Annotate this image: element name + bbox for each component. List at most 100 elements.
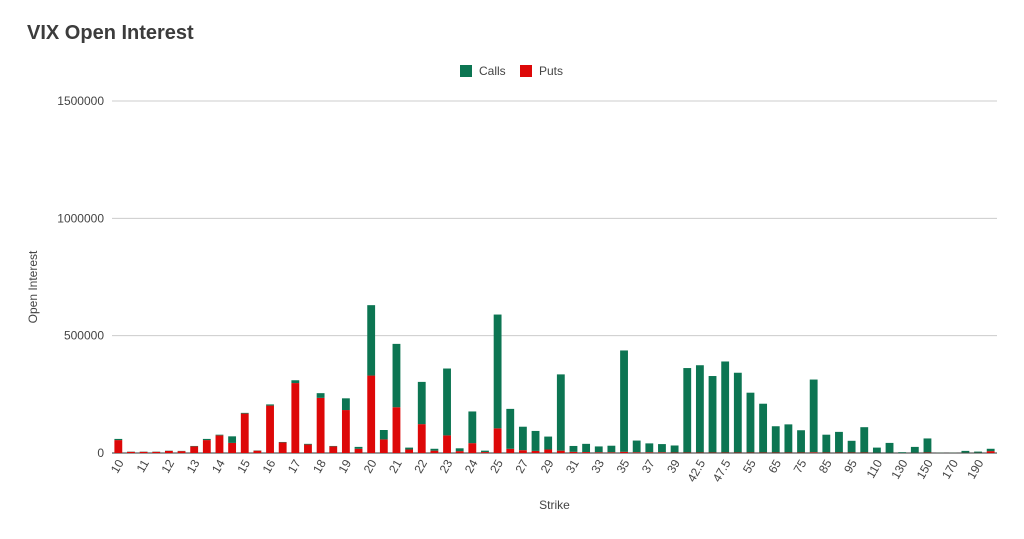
bar-puts: [177, 451, 186, 453]
x-tick-label: 35: [614, 457, 633, 476]
x-tick-label: 23: [437, 457, 456, 476]
bar-calls: [518, 426, 527, 451]
bar-calls: [430, 448, 439, 451]
x-tick-label: 17: [285, 457, 304, 476]
bar-calls: [367, 305, 376, 376]
x-tick-label: 130: [888, 457, 910, 482]
x-tick-label: 20: [361, 457, 380, 476]
bar-calls: [215, 434, 224, 436]
bar-puts: [531, 450, 540, 453]
bar-puts: [228, 442, 237, 453]
bar-calls: [658, 444, 666, 453]
bar-puts: [430, 450, 439, 453]
bar-calls: [695, 365, 704, 453]
bar-calls: [910, 446, 919, 453]
bar-calls: [304, 443, 312, 445]
x-tick-label: 25: [487, 457, 506, 476]
bar-calls: [961, 450, 970, 453]
bar-calls: [784, 424, 793, 453]
bar-calls: [443, 368, 451, 436]
bar-calls: [556, 374, 565, 451]
bar-puts: [341, 410, 350, 453]
bar-calls: [645, 443, 654, 453]
bar-calls: [493, 314, 502, 429]
bar-calls: [797, 430, 805, 453]
bar-puts: [240, 413, 249, 453]
legend-swatch: [460, 65, 472, 77]
bar-calls: [746, 392, 755, 453]
bar-puts: [518, 450, 527, 453]
bar-puts: [304, 444, 312, 453]
x-tick-label: 14: [209, 457, 228, 476]
x-tick-label: 170: [939, 457, 961, 482]
bar-calls: [632, 440, 641, 453]
bar-puts: [468, 443, 477, 453]
bar-puts: [986, 451, 995, 453]
bar-puts: [164, 450, 173, 453]
bar-calls: [405, 447, 414, 450]
bar-puts: [354, 448, 363, 453]
bar-calls: [379, 430, 388, 440]
bar-calls: [468, 411, 477, 444]
bar-calls: [455, 448, 464, 452]
x-tick-label: 10: [108, 457, 127, 476]
bar-calls: [240, 412, 249, 414]
bar-calls: [316, 393, 325, 398]
bar-puts: [329, 446, 338, 453]
bar-puts: [417, 424, 426, 453]
bar-calls: [291, 380, 300, 384]
bar-calls: [544, 436, 553, 450]
x-tick-label: 31: [563, 457, 582, 476]
bar-calls: [417, 381, 426, 425]
x-tick-label: 13: [184, 457, 203, 476]
chart-title: VIX Open Interest: [27, 22, 194, 44]
x-tick-label: 110: [864, 457, 886, 481]
bar-puts: [127, 451, 135, 453]
bar-calls: [974, 451, 982, 453]
bar-puts: [594, 452, 603, 453]
y-axis-label: Open Interest: [26, 250, 40, 323]
x-tick-label: 55: [740, 457, 759, 476]
bar-puts: [506, 448, 515, 453]
bar-puts: [544, 449, 553, 453]
bar-puts: [632, 452, 641, 453]
bar-calls: [114, 438, 123, 441]
bar-puts: [278, 442, 287, 453]
bar-calls: [721, 361, 730, 453]
x-tick-label: 47.5: [710, 457, 734, 485]
bar-calls: [594, 446, 603, 453]
bar-calls: [569, 445, 578, 452]
x-tick-label: 21: [386, 457, 405, 476]
bar-puts: [645, 452, 654, 453]
x-tick-label: 37: [639, 457, 658, 476]
x-tick-label: 65: [765, 457, 784, 476]
bar-puts: [202, 440, 211, 453]
legend-label: Calls: [479, 64, 506, 78]
bar-calls: [835, 431, 843, 453]
bar-calls: [771, 426, 780, 453]
bar-calls: [733, 372, 742, 453]
bar-puts: [405, 449, 414, 453]
bar-calls: [683, 368, 692, 453]
bar-puts: [190, 446, 199, 453]
bar-calls: [809, 379, 818, 453]
x-tick-label: 11: [134, 457, 153, 475]
bar-calls: [531, 430, 540, 451]
bar-puts: [809, 452, 818, 453]
x-tick-label: 29: [538, 457, 557, 476]
bar-calls: [481, 450, 489, 453]
x-tick-label: 12: [158, 457, 177, 476]
x-tick-label: 33: [588, 457, 607, 476]
bar-calls: [341, 398, 350, 411]
bar-calls: [885, 442, 894, 453]
x-tick-label: 19: [335, 457, 354, 476]
bar-puts: [215, 435, 224, 453]
y-tick-label: 500000: [64, 329, 104, 343]
x-tick-label: 150: [914, 457, 936, 482]
bar-puts: [291, 383, 300, 453]
bar-calls: [986, 448, 995, 452]
x-tick-label: 24: [462, 457, 481, 476]
bar-puts: [266, 405, 274, 453]
bar-puts: [569, 451, 578, 453]
